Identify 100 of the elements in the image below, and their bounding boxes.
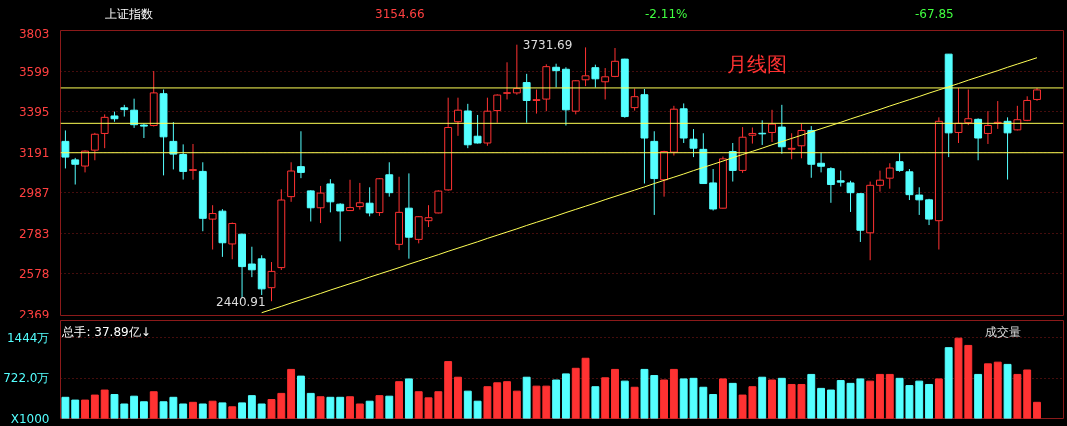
bar [287,368,296,419]
bar [100,389,109,419]
candlestick [306,189,315,222]
bar [993,361,1002,419]
bar [1033,401,1041,419]
bar [817,387,826,419]
candlestick [974,117,983,161]
candlestick [915,186,924,216]
candlestick [1003,116,1012,181]
bar [885,373,894,419]
candlestick [454,97,462,137]
candlestick [925,198,933,226]
candlestick [512,44,521,96]
bar [493,382,502,419]
candlestick [61,129,70,169]
bar [365,400,374,419]
candlestick [90,132,99,161]
y-tick-label: 3191 [18,145,50,160]
bar [81,399,89,419]
bar [620,380,629,419]
bar [944,347,953,419]
candlestick [267,261,276,302]
bar [473,400,482,419]
candlestick [100,113,109,149]
bar [611,368,619,419]
bar [709,394,718,419]
y-tick-label: 2578 [18,267,50,282]
candlestick [895,152,904,173]
bar [660,379,668,419]
candlestick [179,143,188,181]
candlestick [297,130,305,179]
candlestick [522,73,531,124]
candlestick [385,161,394,198]
bar [316,396,325,419]
bar [1003,363,1012,419]
bar [512,390,521,419]
candlestick [434,189,443,214]
y-tick-label: 1444万 [6,330,50,345]
candlestick [768,109,776,143]
y-tick-label: 3599 [18,64,50,79]
candlestick [787,132,796,160]
bar [758,376,767,419]
y-tick-label: 2987 [18,186,50,201]
candlestick [954,87,963,144]
candlestick [346,179,354,212]
candlestick [1013,105,1022,131]
bar [777,377,786,419]
y-tick-label: 2783 [18,226,50,241]
y-tick-label: 2369 [18,307,50,322]
bar [876,373,884,419]
bar [90,394,99,419]
bar [463,390,472,419]
candlestick [493,93,502,124]
candlestick [139,123,148,139]
candlestick [503,61,511,100]
candlestick [169,121,178,170]
candlestick [964,89,973,126]
bar [61,396,70,419]
candlestick [797,123,806,159]
candlestick [208,204,217,251]
candlestick [581,46,590,87]
annotation: 总手: 37.89亿↓ [61,325,151,340]
text: -67.85 [915,6,954,23]
bar [503,381,511,419]
candlestick [885,162,894,190]
bar [179,403,188,419]
bar [130,395,139,419]
bar [1023,369,1032,419]
candlestick [611,47,619,78]
candlestick [1023,95,1032,122]
bar [984,363,992,419]
y-tick-label: X1000 [10,411,50,426]
bar [375,395,384,419]
candlestick [247,246,256,278]
annotation: 2440.91 [215,294,266,309]
candlestick [189,143,197,181]
bar [149,391,158,419]
candlestick [601,67,610,100]
candlestick [532,89,541,115]
candlestick [316,185,325,224]
bar [866,380,875,419]
y-tick-label: 3395 [18,105,50,120]
candlestick [817,152,826,173]
candlestick [591,64,600,89]
bar [404,378,413,419]
bar [522,376,531,419]
candlestick [984,110,992,145]
candlestick [355,182,364,211]
candlestick [777,104,786,155]
bar [218,402,227,419]
annotation: 成交量 [985,325,1022,340]
bar [346,396,354,419]
bar [826,389,835,419]
bar [297,375,305,419]
candlestick [71,157,80,186]
bar [552,379,561,419]
bar [238,402,246,419]
bar [139,401,148,419]
candlestick [365,186,374,217]
bar [630,386,639,419]
